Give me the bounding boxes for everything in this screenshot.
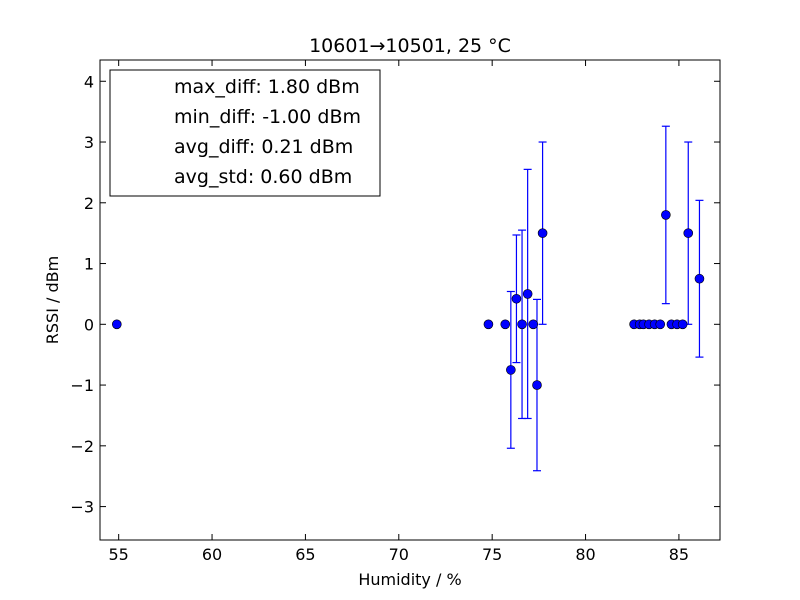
- legend: max_diff: 1.80 dBm min_diff: -1.00 dBm a…: [109, 69, 381, 197]
- x-tick-label: 85: [669, 545, 689, 564]
- data-point: [517, 319, 527, 330]
- legend-entry-max-diff: max_diff: 1.80 dBm: [174, 76, 360, 98]
- data-point: [506, 365, 516, 375]
- x-tick-label: 55: [108, 545, 128, 564]
- y-tick-label: 1: [84, 255, 94, 274]
- data-point: [532, 380, 542, 390]
- y-tick-label: 4: [84, 72, 94, 91]
- y-tick-label: −3: [70, 498, 94, 517]
- x-tick-label: 70: [389, 545, 409, 564]
- x-tick-label: 80: [575, 545, 595, 564]
- data-point: [694, 273, 705, 284]
- data-point: [683, 228, 694, 238]
- data-point: [112, 319, 122, 330]
- axes-frame: [99, 59, 721, 541]
- axis-ticks: 55 60 65 70 75 80 85 −3 −2 −1 0 1 2 3 4: [70, 60, 720, 564]
- legend-entry-avg-std: avg_std: 0.60 dBm: [174, 166, 352, 188]
- data-point: [500, 319, 511, 330]
- legend-entry-min-diff: min_diff: -1.00 dBm: [174, 106, 361, 128]
- x-axis-label: Humidity / %: [358, 570, 461, 589]
- data-point: [677, 319, 688, 330]
- plot-area: [112, 125, 705, 472]
- data-point: [528, 319, 539, 330]
- y-axis-label: RSSI / dBm: [43, 256, 62, 344]
- x-tick-label: 60: [202, 545, 222, 564]
- x-tick-label: 65: [295, 545, 315, 564]
- data-point: [483, 319, 494, 330]
- y-tick-label: 2: [84, 194, 94, 213]
- data-point: [511, 293, 522, 304]
- y-tick-label: −1: [70, 376, 94, 395]
- data-point: [522, 289, 533, 299]
- chart-title: 10601→10501, 25 °C: [309, 35, 511, 57]
- legend-entry-avg-diff: avg_diff: 0.21 dBm: [174, 136, 353, 158]
- y-tick-label: −2: [70, 437, 94, 456]
- data-point: [655, 319, 666, 330]
- x-tick-label: 75: [482, 545, 502, 564]
- y-tick-label: 0: [84, 315, 94, 334]
- data-point: [537, 228, 548, 238]
- y-tick-label: 3: [84, 133, 94, 152]
- data-point: [661, 210, 671, 220]
- legend-box: [109, 69, 381, 197]
